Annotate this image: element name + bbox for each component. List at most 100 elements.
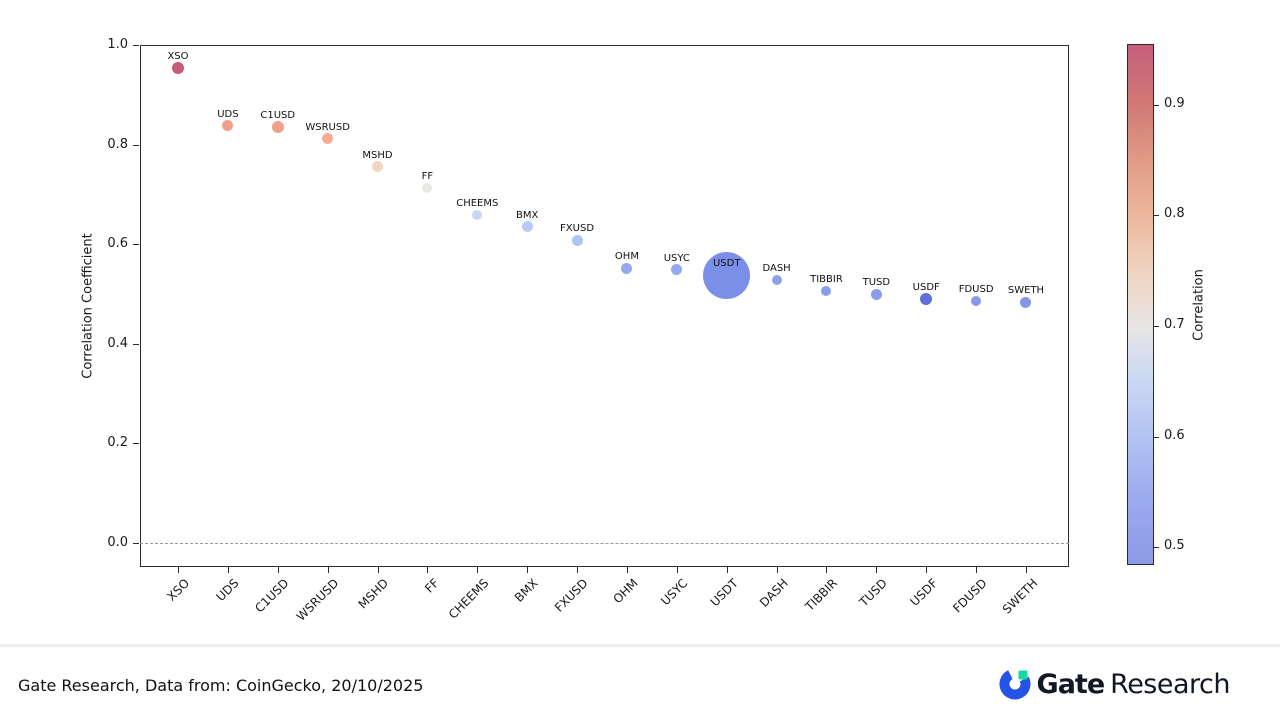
x-tick-label: C1USD (252, 576, 292, 616)
x-tick-label: USYC (658, 576, 691, 609)
data-point-label: UDS (217, 108, 239, 120)
colorbar-tick-label: 0.7 (1164, 317, 1185, 333)
data-point-sweth (1020, 296, 1032, 308)
y-tick-label: 0.4 (107, 335, 128, 351)
y-tick-label: 0.6 (107, 236, 128, 252)
data-point-cheems (472, 209, 483, 220)
data-point-ff (422, 182, 433, 193)
colorbar-tick-mark (1154, 326, 1159, 328)
colorbar-tick-mark (1154, 215, 1159, 217)
y-tick-mark (133, 45, 139, 46)
data-point-label: FF (421, 170, 434, 182)
x-tick-mark (327, 567, 329, 573)
data-point-label: BMX (516, 209, 539, 221)
data-point-label: WSRUSD (305, 121, 350, 133)
y-tick-mark (133, 443, 139, 445)
x-tick-label: SWETH (999, 576, 1040, 617)
x-tick-label: BMX (512, 576, 542, 605)
x-tick-mark (826, 567, 828, 573)
data-point-wsrusd (322, 133, 334, 145)
x-tick-mark (926, 567, 928, 573)
x-tick-mark (227, 567, 229, 573)
data-point-label: SWETH (1007, 285, 1045, 297)
data-point-fxusd (571, 234, 583, 246)
x-tick-mark (477, 567, 479, 573)
colorbar (1127, 44, 1154, 565)
data-point-c1usd (271, 121, 284, 134)
data-point-usdt (703, 251, 751, 299)
colorbar-tick-label: 0.9 (1164, 95, 1185, 111)
y-tick-label: 0.2 (107, 435, 128, 451)
data-point-label: TIBBIR (810, 274, 843, 285)
x-tick-mark (277, 567, 279, 573)
x-tick-label: DASH (756, 576, 791, 610)
data-point-label: DASH (762, 262, 791, 274)
data-point-tibbir (821, 286, 832, 296)
x-tick-label: XSO (164, 576, 192, 604)
x-tick-label: OHM (610, 576, 641, 607)
source-attribution: Gate Research, Data from: CoinGecko, 20/… (18, 676, 424, 695)
data-point-label: MSHD (362, 149, 393, 161)
plot-area (140, 45, 1069, 567)
x-tick-mark (726, 567, 728, 573)
y-tick-label: 1.0 (107, 37, 128, 52)
colorbar-tick-label: 0.6 (1164, 427, 1185, 443)
data-point-label: CHEEMS (456, 197, 499, 209)
colorbar-title: Correlation (1191, 269, 1207, 341)
y-axis-title: Correlation Coefficient (80, 233, 96, 379)
y-tick-mark (133, 343, 139, 345)
x-tick-mark (626, 567, 628, 573)
x-tick-label: CHEEMS (445, 576, 492, 622)
data-point-tusd (870, 288, 882, 300)
data-point-mshd (372, 161, 384, 172)
colorbar-tick-label: 0.5 (1164, 538, 1185, 554)
zero-reference-line (140, 543, 1069, 544)
y-tick-mark (133, 543, 139, 544)
x-tick-mark (776, 567, 778, 573)
data-point-label: FXUSD (560, 223, 595, 235)
colorbar-tick-label: 0.8 (1164, 206, 1185, 222)
x-tick-label: FDUSD (950, 576, 991, 616)
colorbar-tick-mark (1154, 436, 1159, 438)
x-tick-mark (178, 567, 179, 573)
x-tick-mark (876, 567, 878, 573)
x-tick-mark (676, 567, 678, 573)
x-tick-mark (577, 567, 579, 573)
x-tick-label: TUSD (857, 576, 891, 610)
gate-research-logo: Gate Research (999, 668, 1230, 700)
data-point-ohm (621, 262, 633, 274)
data-point-dash (771, 274, 782, 285)
data-point-xso (172, 61, 184, 74)
data-point-label: C1USD (260, 110, 296, 122)
y-tick-label: 0.0 (107, 535, 128, 550)
data-point-label: USDF (912, 281, 940, 293)
logo-text: Gate Research (1036, 668, 1231, 700)
y-tick-mark (133, 144, 139, 146)
x-tick-mark (527, 567, 529, 573)
x-tick-label: WSRUSD (293, 576, 342, 624)
x-tick-mark (1025, 567, 1027, 573)
colorbar-tick-mark (1154, 104, 1159, 106)
x-tick-label: TIBBIR (802, 576, 841, 614)
data-point-bmx (521, 221, 533, 233)
x-tick-label: USDT (707, 576, 741, 610)
data-point-label: OHM (614, 251, 639, 263)
data-point-label: USYC (663, 252, 690, 264)
footer-divider (0, 644, 1280, 647)
x-tick-mark (976, 567, 978, 573)
data-point-label: USDT (712, 258, 741, 270)
logo-suffix: Research (1110, 668, 1230, 700)
data-point-label: XSO (167, 50, 189, 62)
data-point-label: FDUSD (958, 284, 994, 296)
gate-logo-icon (999, 668, 1031, 700)
data-point-fdusd (971, 296, 982, 307)
data-point-usyc (671, 264, 683, 276)
y-tick-label: 0.8 (107, 136, 128, 152)
data-point-label: TUSD (862, 277, 891, 288)
logo-brand: Gate (1036, 668, 1106, 700)
colorbar-tick-mark (1154, 547, 1159, 549)
x-tick-label: UDS (213, 576, 242, 605)
x-tick-mark (377, 567, 379, 573)
data-point-uds (222, 120, 234, 132)
